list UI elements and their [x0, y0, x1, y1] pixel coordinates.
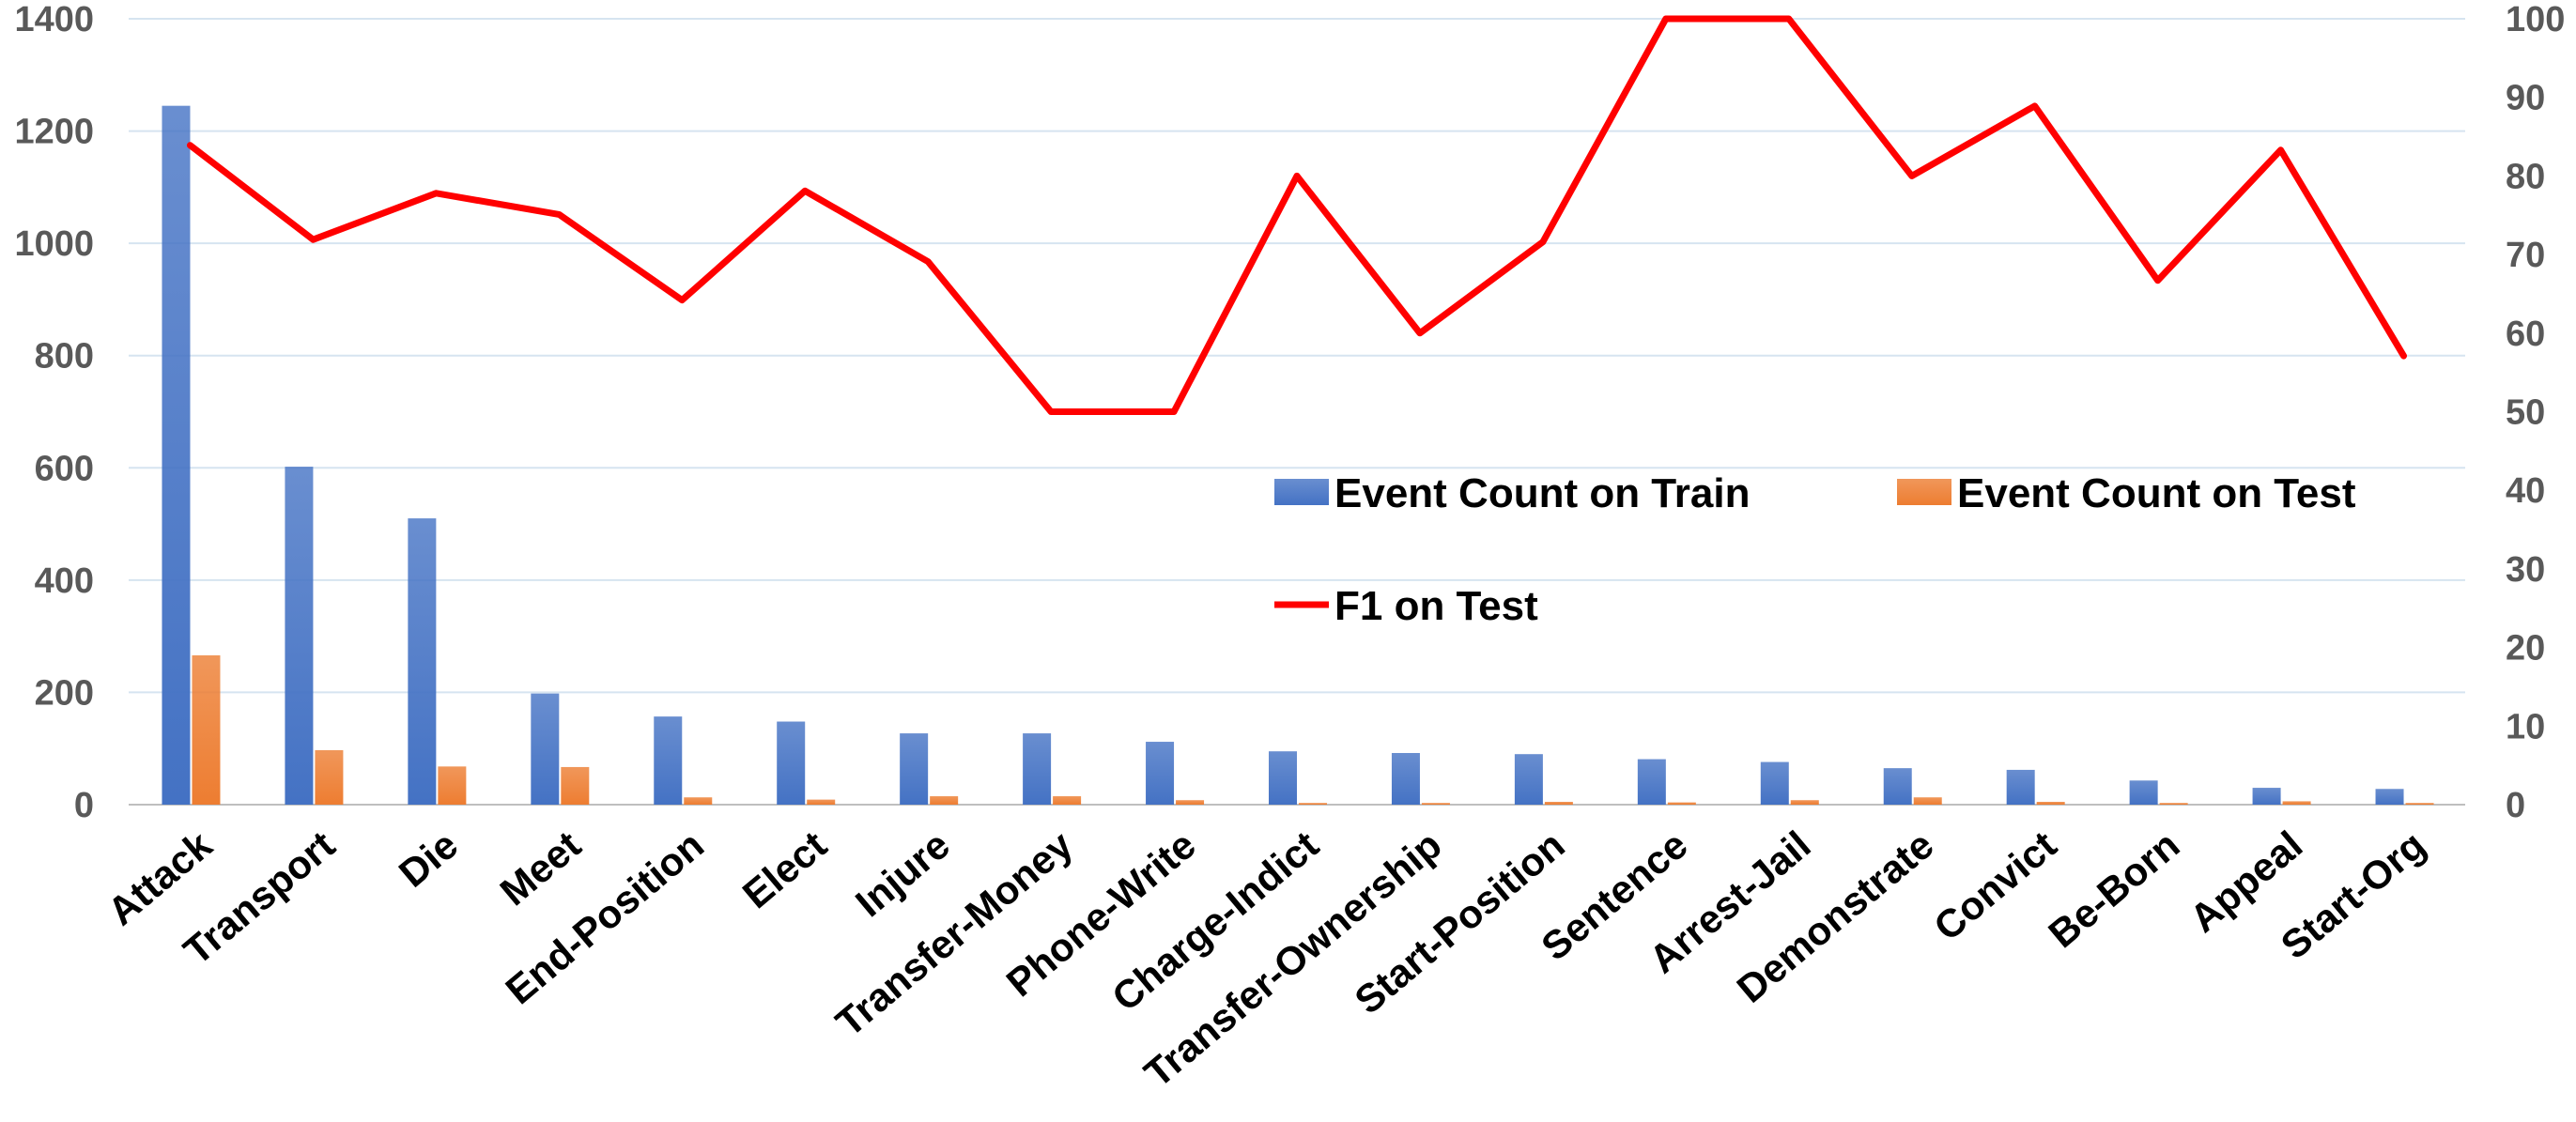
bar — [684, 797, 713, 805]
bar — [1514, 754, 1543, 805]
bar — [1637, 759, 1666, 805]
bar — [1269, 751, 1297, 805]
bar — [1667, 802, 1696, 805]
legend-label: Event Count on Train — [1334, 470, 1750, 516]
bar — [1053, 796, 1082, 805]
legend-label: Event Count on Test — [1957, 470, 2356, 516]
y-right-tick-label: 70 — [2506, 236, 2545, 275]
bar — [408, 518, 437, 805]
bar — [1544, 802, 1573, 805]
y-right-tick-label: 0 — [2506, 786, 2525, 825]
bar — [438, 766, 467, 805]
x-tick-label: Be-Born — [2040, 822, 2187, 956]
y-right-tick-label: 80 — [2506, 157, 2545, 196]
legend: Event Count on Train Event Count on Test F… — [1274, 470, 2356, 629]
y-left-tick-label: 1000 — [14, 224, 94, 264]
y-left-tick-label: 600 — [35, 449, 94, 488]
bar — [1176, 800, 1205, 805]
bar — [1883, 768, 1912, 805]
bar — [315, 750, 344, 805]
y-right-tick-label: 50 — [2506, 393, 2545, 433]
bar — [2129, 780, 2158, 805]
bar — [1760, 761, 1789, 805]
y-right-tick-label: 100 — [2506, 0, 2565, 39]
axes: 0 200 400 600 800 1000 1200 1400 0 10 20 30 40 50 60 70… — [14, 0, 2565, 1096]
bar — [1146, 742, 1175, 805]
y-left-tick-label: 1400 — [14, 0, 94, 39]
bar — [192, 654, 221, 805]
gridlines — [129, 18, 2465, 806]
y-left-tick-label: 400 — [35, 561, 94, 601]
x-tick-label: Die — [391, 822, 466, 896]
y-right-tick-label: 60 — [2506, 315, 2545, 354]
bar — [285, 467, 314, 805]
bar — [654, 716, 683, 805]
bar-series — [162, 105, 2434, 806]
legend-label: F1 on Test — [1334, 583, 1538, 629]
x-tick-label: Convict — [1925, 822, 2064, 949]
bar — [1790, 800, 1819, 805]
bar — [930, 796, 959, 805]
bar — [1421, 803, 1450, 805]
bar — [1023, 733, 1052, 805]
y-right-tick-label: 30 — [2506, 550, 2545, 590]
bar — [777, 721, 806, 805]
y-right-tick-label: 90 — [2506, 79, 2545, 118]
bar — [2282, 801, 2311, 805]
bar — [1391, 752, 1420, 805]
x-tick-label: Elect — [734, 822, 835, 917]
line-series — [186, 15, 2408, 415]
y-left-tick-label: 200 — [35, 673, 94, 713]
bar — [162, 105, 191, 806]
bar — [900, 733, 929, 805]
bar — [807, 799, 836, 805]
x-tick-label: Meet — [492, 822, 590, 915]
y-right-tick-label: 10 — [2506, 707, 2545, 746]
x-tick-label: Start-Position — [1347, 822, 1573, 1022]
x-tick-label: Charge-Indict — [1103, 822, 1327, 1020]
y-right-tick-label: 40 — [2506, 471, 2545, 511]
x-tick-label: Injure — [847, 822, 958, 926]
bar — [561, 766, 590, 805]
bar — [531, 693, 560, 805]
bar — [2159, 803, 2188, 805]
y-left-tick-label: 0 — [74, 786, 94, 825]
y-left-tick-label: 800 — [35, 337, 94, 377]
legend-swatch — [1897, 479, 1951, 505]
legend-swatch — [1274, 479, 1329, 505]
series-line — [186, 15, 2408, 415]
bar — [2252, 788, 2281, 805]
bar — [2036, 802, 2065, 805]
bar — [2375, 789, 2404, 805]
bar — [2405, 803, 2434, 805]
y-right-tick-label: 20 — [2506, 629, 2545, 669]
bar — [1299, 803, 1327, 805]
y-left-tick-label: 1200 — [14, 113, 94, 152]
bar — [2006, 769, 2035, 805]
bar — [1913, 797, 1942, 805]
